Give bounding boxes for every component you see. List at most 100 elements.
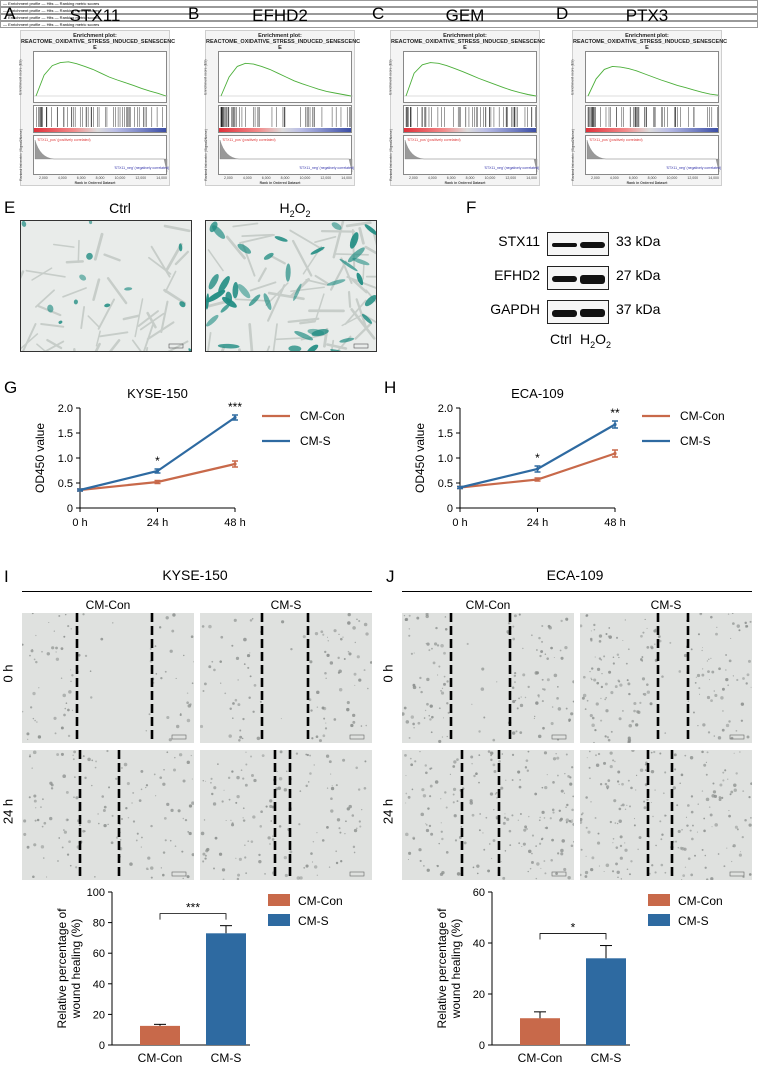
- bar-CM-S: [586, 958, 626, 1045]
- wound-row-0h-j: 0 h: [380, 664, 396, 683]
- gsea-plot-title: Enrichment plot: REACTOME_OXIDATIVE_STRES…: [573, 33, 728, 51]
- gsea-xtick: 10,000: [114, 176, 126, 180]
- gsea-neg-label: 'STX11_neg' (negatively correlated): [666, 166, 722, 170]
- gsea-pos-label: 'STX11_pos' (positively correlated): [589, 138, 643, 142]
- enrichment-profile-line: [405, 62, 537, 97]
- gsea-xtick: 2,000: [224, 176, 233, 180]
- wound-col-cmcon-i: CM-Con: [85, 598, 131, 612]
- gsea-xtick: 6,000: [628, 176, 638, 180]
- wound-image: [580, 613, 752, 743]
- x-tick-label: CM-Con: [138, 1051, 183, 1065]
- y-tick-label: 0: [99, 1040, 105, 1052]
- data-point: [233, 415, 237, 420]
- legend-label: CM-Con: [680, 409, 725, 423]
- legend-label: CM-Con: [298, 894, 343, 908]
- x-tick-label: CM-S: [591, 1051, 622, 1065]
- gsea-plot-a: Enrichment plot: REACTOME_OXIDATIVE_STRES…: [18, 30, 175, 186]
- gsea-xtick: 10,000: [666, 176, 678, 180]
- legend-label: CM-Con: [678, 894, 723, 908]
- gsea-hits: [218, 105, 352, 133]
- line-chart-eca109: ECA-109 0 0.5 1.0 1.5 2.0 0 h 24 h 48 h OD450 val…: [413, 386, 725, 529]
- gsea-rank-ylabel: Ranked list metric (Signal2Noise): [570, 129, 575, 181]
- gsea-ranked-bar: [34, 128, 166, 132]
- gsea-xtick: 14,000: [708, 176, 719, 180]
- gsea-xtick: 14,000: [341, 176, 352, 180]
- y-tick-label: 60: [473, 887, 485, 899]
- panel-letter-b: B: [188, 4, 200, 23]
- x-tick-label: 24 h: [527, 517, 548, 529]
- bar-CM-Con: [520, 1018, 560, 1045]
- line-chart-kyse150: KYSE-150 0 0.5 1.0 1.5 2.0 0 h 24 h 48 h OD450 va…: [33, 386, 345, 529]
- gsea-xtick: 8,000: [280, 176, 290, 180]
- y-axis-label: wound healing (%): [449, 919, 463, 1019]
- wound-image: [402, 750, 574, 880]
- bar-chart-wound-kyse150: 0 20 40 60 80 100 Relative percentage of wound …: [55, 887, 343, 1065]
- gsea-gene-title-d: PTX3: [625, 6, 669, 25]
- x-tick-label: 0 h: [452, 517, 467, 529]
- panel-letter-c: C: [372, 4, 385, 23]
- gsea-ranked-bar: [404, 128, 536, 132]
- wb-band-h2o2: [580, 274, 605, 284]
- gsea-xtick: 10,000: [484, 176, 496, 180]
- gsea-es-ylabel: Enrichment score (ES): [18, 59, 23, 95]
- gsea-neg-label: 'STX11_neg' (negatively correlated): [484, 166, 540, 170]
- gsea-xtick: 14,000: [156, 176, 167, 180]
- y-tick-label: 20: [473, 989, 485, 1001]
- gsea-es-plot: [33, 51, 168, 103]
- h2o2-h: H: [279, 200, 290, 216]
- legend-label: CM-S: [300, 434, 331, 448]
- wb-kda-label: 33 kDa: [616, 233, 661, 249]
- y-tick-label: 1.0: [58, 453, 73, 465]
- wb-protein-label: STX11: [498, 233, 540, 249]
- gsea-xtick: 4,000: [609, 176, 619, 180]
- panel-letter-g: G: [4, 378, 18, 397]
- wb-blot: [547, 232, 609, 256]
- y-tick-label: 0.5: [438, 478, 453, 490]
- gsea-xtick: 12,000: [505, 176, 517, 180]
- y-axis-label: OD450 value: [33, 423, 47, 493]
- gsea-xtick: 14,000: [526, 176, 537, 180]
- significance-mark: *: [535, 451, 540, 465]
- micro-label-h2o2: H2O2: [210, 200, 380, 219]
- gsea-xtick: 6,000: [76, 176, 86, 180]
- gsea-es-plot: [585, 51, 720, 103]
- gsea-xtick: 12,000: [320, 176, 332, 180]
- x-tick-label: 24 h: [147, 517, 168, 529]
- y-tick-label: 0.5: [58, 478, 73, 490]
- gsea-xlabel: Rank in Ordered Dataset: [444, 181, 486, 185]
- data-point: [613, 451, 617, 456]
- gsea-rank-ylabel: Ranked list metric (Signal2Noise): [203, 129, 208, 181]
- gsea-pos-label: 'STX11_pos' (positively correlated): [222, 138, 276, 142]
- micrograph-h2o2: [205, 220, 377, 352]
- gsea-rank-plot: 'STX11_pos' (positively correlated) 'STX1…: [585, 135, 722, 175]
- gsea-es-ylabel: Enrichment score (ES): [570, 59, 575, 95]
- gsea-xticks: 2,000 4,000 6,000 8,000 10,000 12,000 14,000: [39, 176, 167, 180]
- legend-label: CM-S: [680, 434, 711, 448]
- y-tick-label: 0: [447, 503, 453, 515]
- gsea-ranked-bar: [586, 128, 718, 132]
- gsea-xtick: 4,000: [242, 176, 252, 180]
- wound-row-0h-i: 0 h: [0, 664, 16, 683]
- gsea-plot-d: Enrichment plot: REACTOME_OXIDATIVE_STRES…: [570, 30, 728, 186]
- gsea-xtick: 10,000: [299, 176, 311, 180]
- x-tick-label: 48 h: [224, 517, 245, 529]
- y-tick-label: 80: [93, 918, 105, 930]
- legend-label: CM-S: [678, 914, 709, 928]
- gsea-ranked-bar: [219, 128, 351, 132]
- gsea-es-plot: [218, 51, 353, 103]
- panel-letter-a: A: [4, 4, 16, 23]
- wb-protein-label: EFHD2: [494, 267, 540, 283]
- y-axis-label: OD450 value: [413, 423, 427, 493]
- wb-band-h2o2: [580, 242, 605, 248]
- gsea-hits: [585, 105, 719, 133]
- gsea-rank-plot: 'STX11_pos' (positively correlated) 'STX1…: [33, 135, 169, 175]
- gsea-xtick: 8,000: [465, 176, 475, 180]
- gsea-rank-ylabel: Ranked list metric (Signal2Noise): [388, 129, 393, 181]
- wound-title-rule-i: [22, 591, 372, 592]
- gsea-xticks: 2,000 4,000 6,000 8,000 10,000 12,000 14,000: [409, 176, 537, 180]
- wb-blot: [547, 266, 609, 290]
- gsea-xtick: 6,000: [446, 176, 456, 180]
- gsea-xtick: 2,000: [591, 176, 600, 180]
- gsea-xtick: 8,000: [95, 176, 105, 180]
- wb-band-ctrl: [552, 309, 577, 317]
